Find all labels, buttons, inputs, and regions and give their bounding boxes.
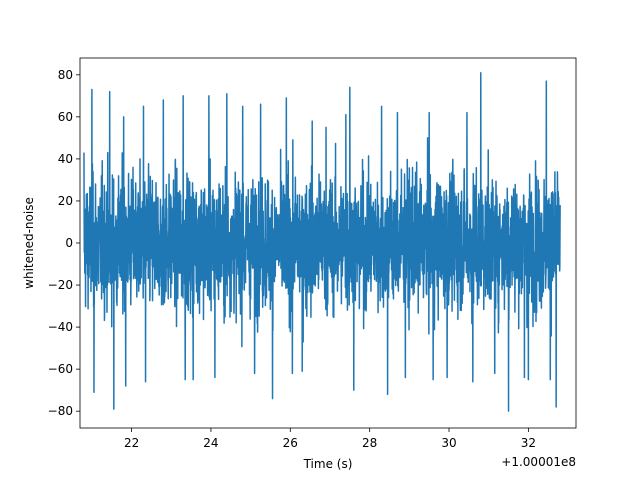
y-tick-label: −80 bbox=[48, 404, 73, 418]
y-tick-label: 40 bbox=[58, 152, 73, 166]
x-tick-label: 26 bbox=[283, 436, 298, 450]
y-tick-label: 20 bbox=[58, 194, 73, 208]
x-tick-label: 24 bbox=[203, 436, 218, 450]
y-tick-label: 80 bbox=[58, 68, 73, 82]
x-tick-label: 30 bbox=[441, 436, 456, 450]
y-tick-label: −20 bbox=[48, 278, 73, 292]
y-axis: −80 −60 −40 −20 0 20 40 60 80 bbox=[48, 68, 80, 418]
x-tick-label: 22 bbox=[124, 436, 139, 450]
y-tick-label: −40 bbox=[48, 320, 73, 334]
x-tick-label: 28 bbox=[362, 436, 377, 450]
y-tick-label: 0 bbox=[65, 236, 73, 250]
y-axis-label: whitened-noise bbox=[22, 197, 36, 289]
series-line bbox=[83, 71, 561, 412]
x-axis: 22 24 26 28 30 32 bbox=[124, 428, 536, 450]
x-axis-label: Time (s) bbox=[303, 457, 353, 471]
y-tick-label: −60 bbox=[48, 362, 73, 376]
y-tick-label: 60 bbox=[58, 110, 73, 124]
x-tick-label: 32 bbox=[521, 436, 536, 450]
series-layer bbox=[83, 71, 561, 412]
x-axis-offset-label: +1.00001e8 bbox=[501, 455, 576, 469]
